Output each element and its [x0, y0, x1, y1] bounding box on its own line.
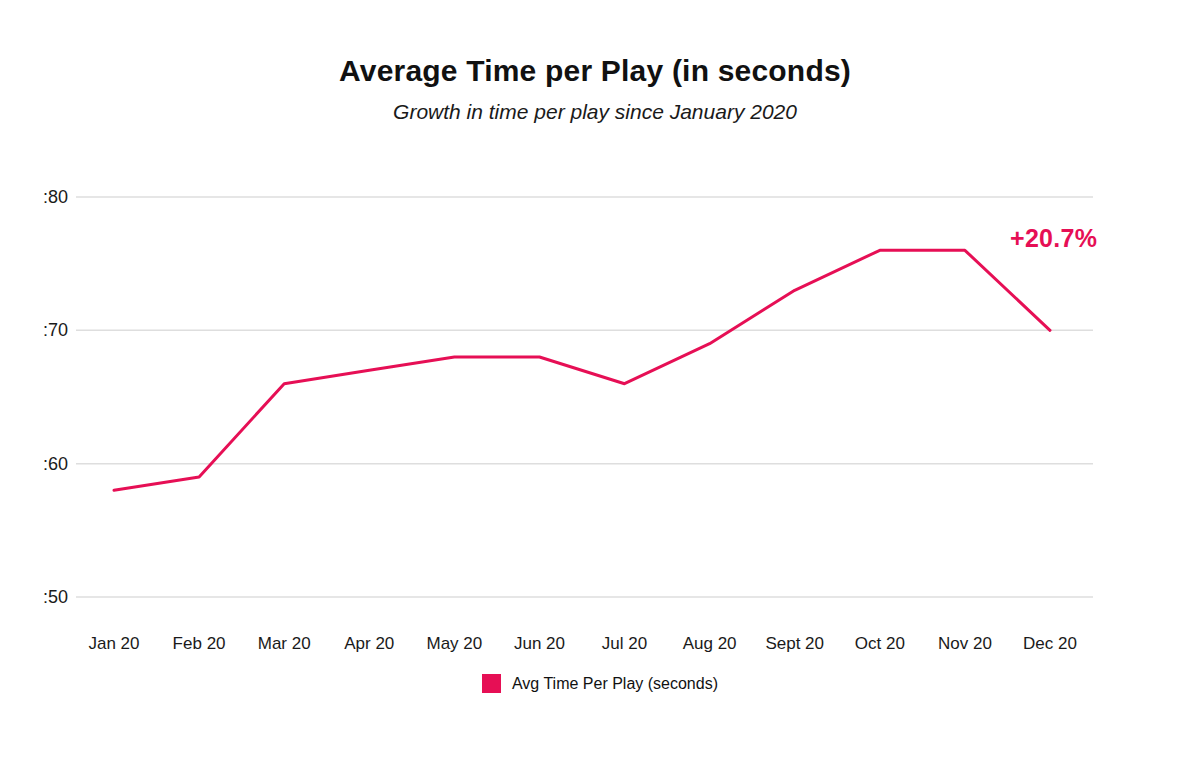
y-tick-label: :50 — [43, 587, 68, 607]
x-tick-label: Jul 20 — [602, 634, 647, 653]
chart-canvas: Average Time per Play (in seconds) Growt… — [0, 0, 1200, 767]
y-tick-label: :80 — [43, 187, 68, 207]
x-tick-label: Oct 20 — [855, 634, 905, 653]
x-tick-label: Feb 20 — [173, 634, 226, 653]
y-tick-label: :70 — [43, 320, 68, 340]
legend: Avg Time Per Play (seconds) — [0, 674, 1200, 693]
x-tick-label: Jun 20 — [514, 634, 565, 653]
plot-area: :50 :60 :70 :80 Jan 20 Feb 20 Mar 20 Apr 20 May … — [0, 0, 1200, 767]
series-line-avg-time — [114, 250, 1050, 490]
x-tick-label: Sept 20 — [765, 634, 824, 653]
x-tick-label: Dec 20 — [1023, 634, 1077, 653]
x-tick-label: Mar 20 — [258, 634, 311, 653]
legend-swatch — [482, 674, 501, 693]
growth-annotation: +20.7% — [1010, 224, 1097, 253]
x-tick-label: Nov 20 — [938, 634, 992, 653]
y-tick-label: :60 — [43, 454, 68, 474]
x-tick-label: May 20 — [426, 634, 482, 653]
legend-label: Avg Time Per Play (seconds) — [512, 675, 718, 693]
x-tick-label: Jan 20 — [88, 634, 139, 653]
x-tick-label: Apr 20 — [344, 634, 394, 653]
x-tick-label: Aug 20 — [683, 634, 737, 653]
